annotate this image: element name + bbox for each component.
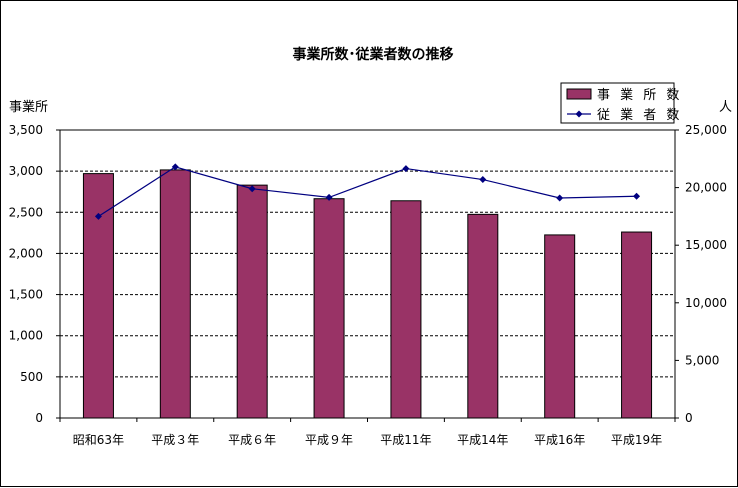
x-tick-label: 平成３年 (151, 433, 199, 447)
bar (467, 213, 499, 419)
x-tick-label: 平成19年 (611, 433, 662, 447)
bar (544, 234, 576, 419)
bar (621, 231, 653, 419)
bar (390, 200, 422, 419)
line-point (248, 185, 256, 193)
legend-bar-label: 事 業 所 数 (597, 87, 682, 103)
bar (313, 198, 345, 419)
y-left-tick-label: 500 (20, 370, 43, 384)
bar (159, 169, 191, 419)
line-point (171, 163, 179, 171)
y-left-tick-label: 1,000 (9, 329, 43, 343)
y-axis-right-ticks: 0 5,000 10,000 15,000 20,000 25,000 (675, 123, 727, 425)
line-point (94, 212, 102, 220)
x-tick-label: 平成６年 (228, 433, 276, 447)
chart-title: 事業所数･従業者数の推移 (293, 46, 454, 63)
legend: 事 業 所 数 従 業 者 数 (560, 82, 682, 124)
y-axis-left-title: 事業所 (9, 99, 48, 115)
y-axis-left-ticks: 0 500 1,000 1,500 2,000 2,500 3,000 3,500 (9, 123, 60, 425)
line-point (633, 192, 641, 200)
y-left-tick-label: 2,000 (9, 246, 43, 260)
line-point (402, 165, 410, 173)
y-right-tick-label: 10,000 (685, 296, 727, 310)
series-line (98, 166, 637, 217)
y-right-tick-label: 20,000 (685, 181, 727, 195)
x-tick-label: 平成11年 (380, 433, 431, 447)
x-tick-label: 平成９年 (305, 433, 353, 447)
legend-line-marker (575, 110, 583, 118)
x-tick-label: 昭和63年 (73, 433, 124, 447)
y-left-tick-label: 2,500 (9, 205, 43, 219)
y-left-tick-label: 0 (35, 411, 43, 425)
line-point (556, 194, 564, 202)
gridlines (60, 170, 675, 378)
y-left-tick-label: 3,000 (9, 164, 43, 178)
y-axis-right-title: 人 (719, 100, 732, 115)
legend-line-label: 従 業 者 数 (597, 107, 682, 123)
bar (236, 184, 268, 419)
line-point (325, 193, 333, 201)
y-right-tick-label: 25,000 (685, 123, 727, 137)
line-series (94, 163, 641, 220)
y-left-tick-label: 3,500 (9, 123, 43, 137)
y-right-tick-label: 0 (685, 411, 693, 425)
line-point (479, 176, 487, 184)
x-tick-label: 平成14年 (457, 433, 508, 447)
plot-area-border (59, 129, 676, 419)
y-right-tick-label: 5,000 (685, 353, 719, 367)
y-left-tick-label: 1,500 (9, 288, 43, 302)
x-axis-ticks: 昭和63年 平成３年 平成６年 平成９年 平成11年 平成14年 平成16年 平成19年 (59, 418, 676, 447)
x-tick-label: 平成16年 (534, 433, 585, 447)
axes (59, 129, 676, 419)
y-right-tick-label: 15,000 (685, 238, 727, 252)
legend-bar-swatch (566, 88, 592, 100)
bar-series (82, 169, 653, 419)
